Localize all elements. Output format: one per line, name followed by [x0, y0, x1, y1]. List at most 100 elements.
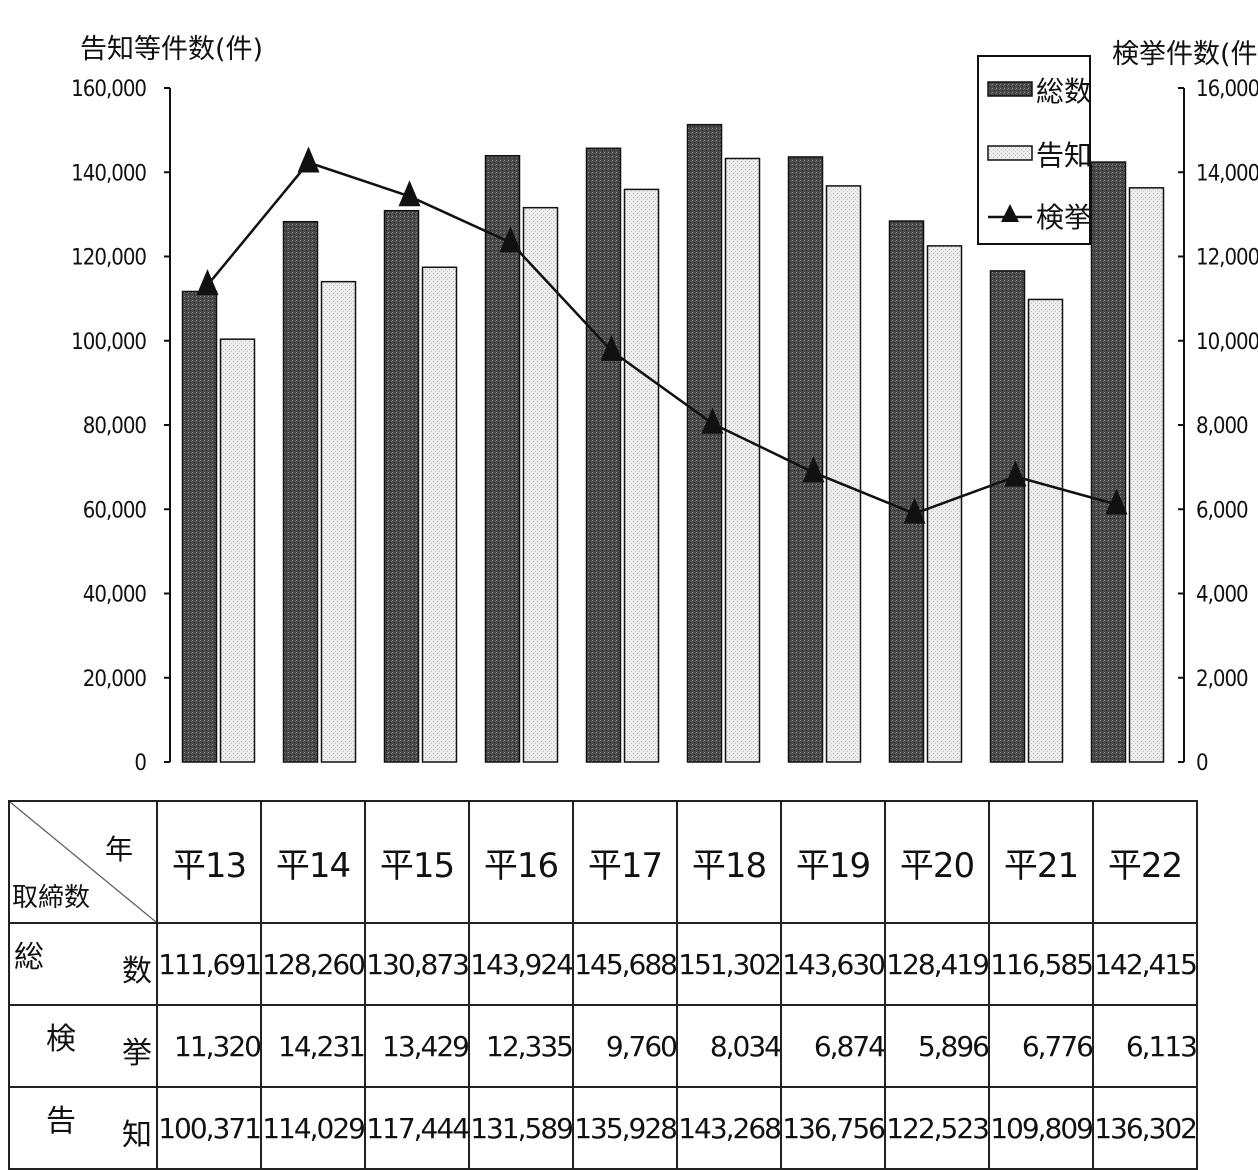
right-y-tick-label: 4,000	[1196, 583, 1248, 608]
row-header-right-char: 数	[122, 954, 152, 989]
table-year-header: 平16	[468, 800, 574, 924]
table-row: 告知 100,371 114,029 117,444 131,589 135,928 143…	[8, 1086, 1198, 1170]
marker-arrest	[1105, 488, 1128, 515]
table-year-header: 平17	[572, 800, 678, 924]
left-y-tick-label: 120,000	[71, 246, 146, 271]
bar-total	[686, 123, 723, 763]
bar-notice	[1027, 298, 1064, 763]
marker-arrest	[196, 269, 219, 296]
table-cell: 8,034	[676, 1004, 782, 1088]
marker-arrest	[499, 226, 522, 253]
table-row: 総数 111,691 128,260 130,873 143,924 145,688 151…	[8, 922, 1198, 1006]
bar-notice	[825, 185, 862, 763]
marker-arrest	[802, 456, 825, 483]
table-year-header: 平15	[364, 800, 470, 924]
table-row: 検挙 11,320 14,231 13,429 12,335 9,760 8,034 6,87…	[8, 1004, 1198, 1088]
table-cell: 14,231	[260, 1004, 366, 1088]
row-header-right-char: 挙	[122, 1036, 152, 1071]
line-arrest	[206, 161, 1117, 515]
plot-area: 0 0 20,000 2,000 40,000 4,000 60,000 6,000 80,00…	[71, 77, 1258, 776]
right-y-tick-label: 12,000	[1196, 246, 1258, 271]
table-year-header: 平21	[988, 800, 1094, 924]
table-year-header: 平13	[156, 800, 262, 924]
bar-notice	[1128, 187, 1165, 763]
table-year-header: 平22	[1092, 800, 1198, 924]
row-header-left-char: 検	[46, 1022, 76, 1057]
legend-swatch-total	[987, 81, 1033, 97]
bar-notice	[724, 157, 761, 763]
table-cell: 6,113	[1092, 1004, 1198, 1088]
table-cell: 145,688	[572, 922, 678, 1006]
left-y-tick-label: 80,000	[83, 414, 147, 439]
table-cell: 12,335	[468, 1004, 574, 1088]
left-y-tick-label: 100,000	[71, 330, 146, 355]
marker-arrest	[903, 497, 926, 524]
table-cell: 11,320	[156, 1004, 262, 1088]
left-y-tick-label: 0	[134, 751, 146, 776]
combo-chart: 0 0 20,000 2,000 40,000 4,000 60,000 6,000 80,00…	[71, 34, 1258, 776]
legend-marker-arrest	[1001, 204, 1019, 222]
left-axis-title: 告知等件数(件)	[80, 34, 263, 65]
bar-total	[989, 270, 1026, 763]
table-cell: 135,928	[572, 1086, 678, 1170]
bar-notice	[320, 280, 357, 763]
marker-arrest	[297, 146, 320, 173]
right-y-tick-label: 6,000	[1196, 498, 1248, 523]
legend-label-total: 総数	[1036, 75, 1092, 108]
bar-total	[585, 147, 622, 763]
marker-arrest	[1004, 460, 1027, 487]
marker-arrest	[398, 180, 421, 207]
table-row-header: 検挙	[8, 1004, 158, 1088]
bar-total	[787, 156, 824, 763]
table-corner-cell: 年 取締数	[8, 800, 158, 924]
table-year-header: 平19	[780, 800, 886, 924]
table-cell: 143,268	[676, 1086, 782, 1170]
bar-total	[282, 220, 319, 763]
legend-label-notice: 告知	[1036, 139, 1092, 172]
table-cell: 100,371	[156, 1086, 262, 1170]
left-y-tick-label: 20,000	[83, 667, 147, 692]
corner-row-label: 取締数	[12, 883, 91, 913]
table-cell: 111,691	[156, 922, 262, 1006]
right-y-tick-label: 8,000	[1196, 414, 1248, 439]
row-header-left-char: 総	[14, 940, 44, 975]
left-y-tick-label: 40,000	[83, 583, 147, 608]
table-cell: 136,756	[780, 1086, 886, 1170]
bar-total	[383, 209, 420, 763]
row-header-left-char: 告	[46, 1104, 76, 1139]
table-cell: 116,585	[988, 922, 1094, 1006]
table-row-header: 総数	[8, 922, 158, 1006]
table-cell: 142,415	[1092, 922, 1198, 1006]
table-row-header: 告知	[8, 1086, 158, 1170]
table-cell: 136,302	[1092, 1086, 1198, 1170]
table-year-header: 平18	[676, 800, 782, 924]
table-cell: 109,809	[988, 1086, 1094, 1170]
left-y-tick-label: 160,000	[71, 77, 146, 102]
table-cell: 122,523	[884, 1086, 990, 1170]
table-cell: 114,029	[260, 1086, 366, 1170]
row-header-right-char: 知	[122, 1118, 152, 1153]
legend-label-arrest: 検挙	[1036, 201, 1092, 234]
table-cell: 6,776	[988, 1004, 1094, 1088]
table-cell: 143,630	[780, 922, 886, 1006]
table-cell: 131,589	[468, 1086, 574, 1170]
table-cell: 128,260	[260, 922, 366, 1006]
table-cell: 143,924	[468, 922, 574, 1006]
table-year-header: 平20	[884, 800, 990, 924]
bar-notice	[219, 338, 256, 763]
bar-total	[888, 220, 925, 763]
table-cell: 6,874	[780, 1004, 886, 1088]
table-cell: 13,429	[364, 1004, 470, 1088]
legend: 総数 告知 検挙	[977, 55, 1092, 245]
table-cell: 151,302	[676, 922, 782, 1006]
bar-notice	[421, 266, 458, 763]
left-y-tick-label: 140,000	[71, 161, 146, 186]
table-cell: 9,760	[572, 1004, 678, 1088]
bar-notice	[623, 188, 660, 763]
table-cell: 128,419	[884, 922, 990, 1006]
table-year-header: 平14	[260, 800, 366, 924]
left-y-tick-label: 60,000	[83, 498, 147, 523]
marker-arrest	[701, 407, 724, 434]
table-header-row: 年 取締数 平13 平14 平15 平16 平17 平18 平19 平20 平21 平22	[8, 800, 1198, 924]
